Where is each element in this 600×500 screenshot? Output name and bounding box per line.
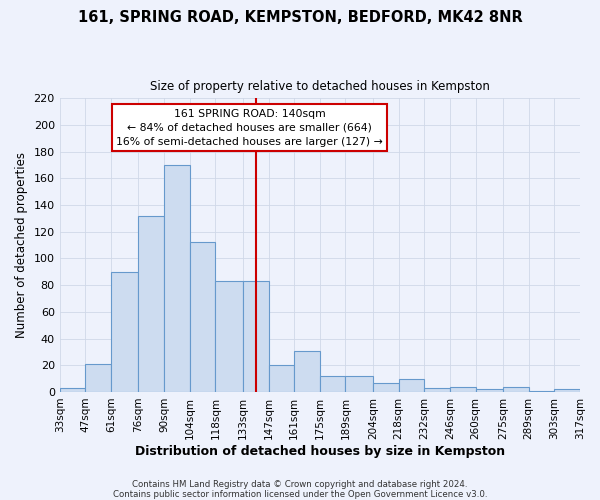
Bar	[269, 366, 294, 392]
Bar	[373, 382, 398, 392]
Y-axis label: Number of detached properties: Number of detached properties	[15, 152, 28, 338]
X-axis label: Distribution of detached houses by size in Kempston: Distribution of detached houses by size …	[135, 444, 505, 458]
Text: Contains public sector information licensed under the Open Government Licence v3: Contains public sector information licen…	[113, 490, 487, 499]
Bar	[164, 165, 190, 392]
Bar	[424, 388, 450, 392]
Bar	[243, 281, 269, 392]
Bar	[346, 376, 373, 392]
Title: Size of property relative to detached houses in Kempston: Size of property relative to detached ho…	[150, 80, 490, 93]
Bar	[320, 376, 346, 392]
Text: 161 SPRING ROAD: 140sqm
← 84% of detached houses are smaller (664)
16% of semi-d: 161 SPRING ROAD: 140sqm ← 84% of detache…	[116, 108, 383, 146]
Bar	[111, 272, 139, 392]
Bar	[450, 386, 476, 392]
Bar	[59, 388, 85, 392]
Bar	[503, 386, 529, 392]
Bar	[139, 216, 164, 392]
Text: Contains HM Land Registry data © Crown copyright and database right 2024.: Contains HM Land Registry data © Crown c…	[132, 480, 468, 489]
Bar	[529, 390, 554, 392]
Bar	[190, 242, 215, 392]
Bar	[215, 281, 243, 392]
Bar	[294, 350, 320, 392]
Bar	[398, 378, 424, 392]
Bar	[85, 364, 111, 392]
Bar	[476, 390, 503, 392]
Text: 161, SPRING ROAD, KEMPSTON, BEDFORD, MK42 8NR: 161, SPRING ROAD, KEMPSTON, BEDFORD, MK4…	[77, 10, 523, 25]
Bar	[554, 390, 580, 392]
